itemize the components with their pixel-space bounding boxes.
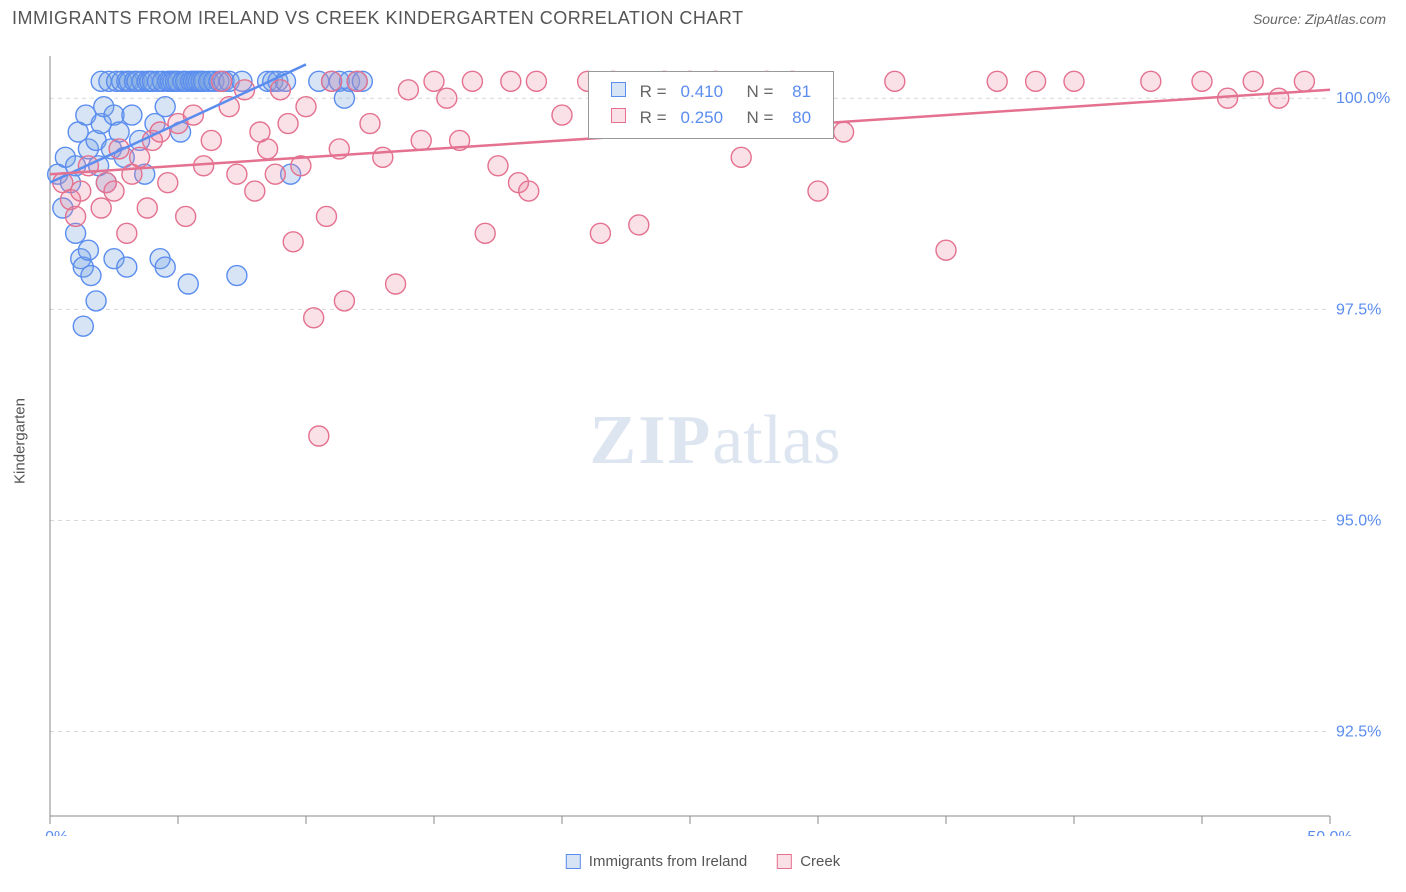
ytick-label: 100.0% bbox=[1336, 90, 1390, 107]
legend-N-value: 80 bbox=[781, 106, 817, 130]
data-point bbox=[155, 97, 175, 117]
data-point bbox=[1243, 71, 1263, 91]
data-point bbox=[885, 71, 905, 91]
xtick-label: 0.0% bbox=[40, 829, 68, 836]
chart-title: IMMIGRANTS FROM IRELAND VS CREEK KINDERG… bbox=[12, 8, 744, 29]
scatter-plot: 92.5% 95.0% 97.5% 100.0% 0.0% 50.0% bbox=[40, 46, 1390, 836]
bottom-legend-item: Immigrants from Ireland bbox=[566, 853, 747, 870]
data-point bbox=[137, 198, 157, 218]
data-point bbox=[71, 181, 91, 201]
data-point bbox=[117, 257, 137, 277]
data-point bbox=[519, 181, 539, 201]
data-point bbox=[398, 80, 418, 100]
legend-swatch bbox=[611, 108, 626, 123]
legend-N-label: N = bbox=[731, 80, 779, 104]
data-point bbox=[73, 316, 93, 336]
legend-swatch bbox=[566, 854, 581, 869]
data-point bbox=[304, 308, 324, 328]
data-point bbox=[360, 114, 380, 134]
data-point bbox=[526, 71, 546, 91]
source-name: ZipAtlas.com bbox=[1305, 11, 1386, 27]
data-point bbox=[462, 71, 482, 91]
data-point bbox=[91, 198, 111, 218]
data-point bbox=[1294, 71, 1314, 91]
inner-legend: R =0.410 N = 81 R =0.250 N = 80 bbox=[588, 71, 835, 139]
data-point bbox=[987, 71, 1007, 91]
legend-swatch bbox=[611, 82, 626, 97]
data-point bbox=[590, 223, 610, 243]
data-point bbox=[258, 139, 278, 159]
legend-swatch bbox=[777, 854, 792, 869]
data-point bbox=[347, 71, 367, 91]
data-point bbox=[86, 291, 106, 311]
data-point bbox=[283, 232, 303, 252]
data-point bbox=[316, 206, 336, 226]
data-point bbox=[212, 71, 232, 91]
legend-R-label: R = bbox=[634, 80, 673, 104]
ytick-label: 95.0% bbox=[1336, 512, 1381, 529]
data-point bbox=[1269, 88, 1289, 108]
data-point bbox=[488, 156, 508, 176]
xtick-label: 50.0% bbox=[1307, 829, 1352, 836]
data-point bbox=[552, 105, 572, 125]
data-point bbox=[334, 291, 354, 311]
data-point bbox=[936, 240, 956, 260]
data-point bbox=[117, 223, 137, 243]
legend-R-value: 0.250 bbox=[675, 106, 730, 130]
data-point bbox=[66, 206, 86, 226]
data-point bbox=[1064, 71, 1084, 91]
legend-label: Creek bbox=[800, 853, 840, 870]
legend-R-value: 0.410 bbox=[675, 80, 730, 104]
data-point bbox=[386, 274, 406, 294]
data-point bbox=[122, 105, 142, 125]
header-row: IMMIGRANTS FROM IRELAND VS CREEK KINDERG… bbox=[0, 0, 1406, 37]
data-point bbox=[158, 173, 178, 193]
data-point bbox=[178, 274, 198, 294]
data-point bbox=[501, 71, 521, 91]
yaxis-label: Kindergarten bbox=[12, 398, 29, 484]
data-point bbox=[424, 71, 444, 91]
data-point bbox=[227, 266, 247, 286]
data-point bbox=[373, 147, 393, 167]
data-point bbox=[245, 181, 265, 201]
legend-label: Immigrants from Ireland bbox=[589, 853, 747, 870]
data-point bbox=[1141, 71, 1161, 91]
data-point bbox=[296, 97, 316, 117]
ytick-label: 97.5% bbox=[1336, 301, 1381, 318]
data-point bbox=[1192, 71, 1212, 91]
data-point bbox=[227, 164, 247, 184]
data-point bbox=[475, 223, 495, 243]
source-prefix: Source: bbox=[1253, 11, 1305, 27]
data-point bbox=[81, 266, 101, 286]
legend-N-value: 81 bbox=[781, 80, 817, 104]
data-point bbox=[270, 80, 290, 100]
data-point bbox=[808, 181, 828, 201]
data-point bbox=[265, 164, 285, 184]
data-point bbox=[437, 88, 457, 108]
bottom-legend-item: Creek bbox=[777, 853, 840, 870]
data-point bbox=[309, 426, 329, 446]
data-point bbox=[278, 114, 298, 134]
data-point bbox=[731, 147, 751, 167]
legend-N-label: N = bbox=[731, 106, 779, 130]
chart-wrapper: Kindergarten 92.5%95.0%97.5%100.0%0.0%50… bbox=[40, 46, 1390, 836]
source-credit: Source: ZipAtlas.com bbox=[1253, 11, 1386, 27]
legend-R-label: R = bbox=[634, 106, 673, 130]
ytick-label: 92.5% bbox=[1336, 724, 1381, 741]
data-point bbox=[411, 130, 431, 150]
data-point bbox=[104, 181, 124, 201]
data-point bbox=[155, 257, 175, 277]
data-point bbox=[1026, 71, 1046, 91]
data-point bbox=[322, 71, 342, 91]
data-point bbox=[629, 215, 649, 235]
data-point bbox=[201, 130, 221, 150]
bottom-legend: Immigrants from Ireland Creek bbox=[566, 853, 840, 870]
data-point bbox=[176, 206, 196, 226]
data-point bbox=[130, 147, 150, 167]
data-point bbox=[78, 240, 98, 260]
data-point bbox=[834, 122, 854, 142]
